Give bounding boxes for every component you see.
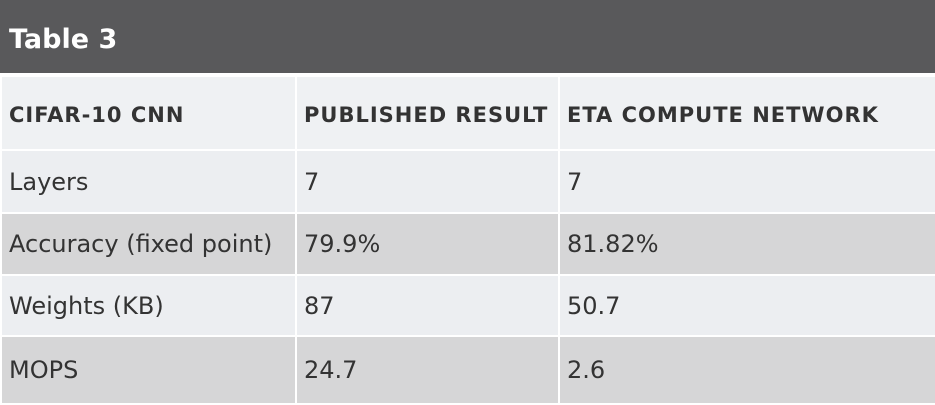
table-cell: 24.7 — [295, 335, 560, 405]
table-cell: 2.6 — [558, 335, 935, 405]
table-head: CIFAR-10 CNN PUBLISHED RESULT ETA COMPUTE … — [0, 75, 935, 151]
table-row: Layers 7 7 — [0, 149, 935, 214]
table-cell: 7 — [558, 149, 935, 214]
table-cell: 87 — [295, 274, 560, 337]
table-cell: 50.7 — [558, 274, 935, 337]
data-table: CIFAR-10 CNN PUBLISHED RESULT ETA COMPUTE … — [0, 75, 935, 405]
table-cell: MOPS — [0, 335, 297, 405]
column-header: CIFAR-10 CNN — [0, 75, 297, 151]
column-header: ETA COMPUTE NETWORK — [558, 75, 935, 151]
column-header: PUBLISHED RESULT — [295, 75, 560, 151]
table-cell: 79.9% — [295, 212, 560, 276]
table-title: Table 3 — [0, 0, 935, 75]
table-row: MOPS 24.7 2.6 — [0, 335, 935, 405]
header-row: CIFAR-10 CNN PUBLISHED RESULT ETA COMPUTE … — [0, 75, 935, 151]
table-body: Layers 7 7 Accuracy (fixed point) 79.9% 81.82… — [0, 149, 935, 405]
table-row: Weights (KB) 87 50.7 — [0, 274, 935, 337]
table-cell: 7 — [295, 149, 560, 214]
table-row: Accuracy (fixed point) 79.9% 81.82% — [0, 212, 935, 276]
table-cell: Weights (KB) — [0, 274, 297, 337]
table-cell: Accuracy (fixed point) — [0, 212, 297, 276]
table-cell: 81.82% — [558, 212, 935, 276]
table-cell: Layers — [0, 149, 297, 214]
